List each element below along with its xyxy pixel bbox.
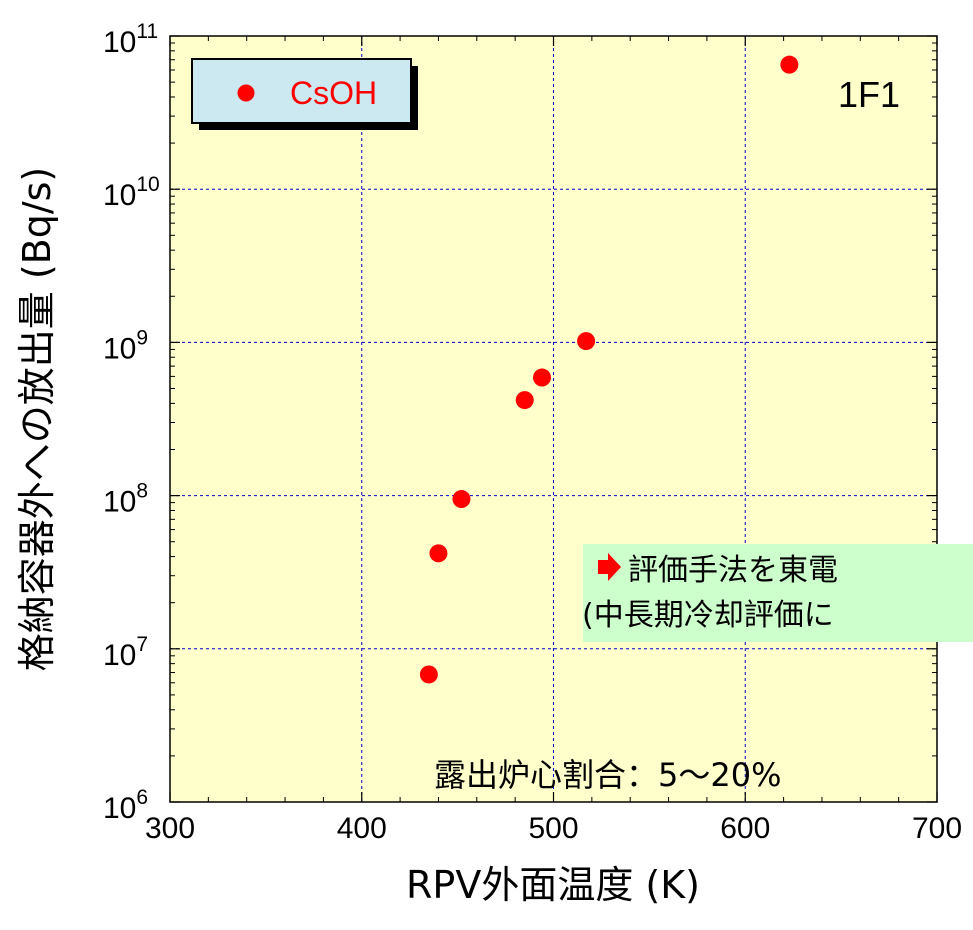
tick-mark-layer xyxy=(169,35,938,803)
note-text-line1: 評価手法を東電 xyxy=(628,553,838,588)
data-point xyxy=(452,490,471,509)
data-point xyxy=(780,55,799,74)
data-points xyxy=(419,55,799,684)
y-tick-label: 1011 xyxy=(103,20,158,59)
unit-label: 1F1 xyxy=(838,74,900,115)
x-tick-label: 600 xyxy=(720,812,770,845)
data-point xyxy=(515,391,534,410)
plot-frame xyxy=(169,35,938,803)
legend-marker xyxy=(237,84,255,102)
note-text-line2: (中長期冷却評価に xyxy=(582,598,834,633)
y-tick-label: 109 xyxy=(103,326,148,365)
x-tick-label: 400 xyxy=(337,812,387,845)
legend: CsOH xyxy=(191,58,418,130)
data-point xyxy=(577,332,596,351)
y-tick-label: 1010 xyxy=(103,173,160,212)
y-tick-label: 108 xyxy=(103,480,148,519)
x-tick-label: 500 xyxy=(528,812,578,845)
data-point xyxy=(532,368,551,387)
data-point xyxy=(419,665,438,684)
x-tick-label: 300 xyxy=(145,812,195,845)
core-exposure-label: 露出炉心割合：5～20% xyxy=(434,756,782,794)
legend-entry-csoh: CsOH xyxy=(290,75,377,111)
x-tick-label: 700 xyxy=(912,812,962,845)
legend-box xyxy=(191,58,412,124)
y-tick-label: 107 xyxy=(103,633,148,672)
data-point xyxy=(429,544,448,563)
x-axis-title: RPV外面温度 (K) xyxy=(406,863,700,907)
grid-layer xyxy=(170,36,937,802)
y-tick-label: 106 xyxy=(103,786,148,825)
y-axis-title: 格納容器外への放出量 (Bq/s) xyxy=(15,167,59,672)
note-box xyxy=(583,544,973,642)
x-tick-labels: 300 400 500 600 700 xyxy=(145,812,962,845)
arrow-right-icon xyxy=(598,553,621,581)
y-tick-labels: 106 107 108 109 1010 1011 xyxy=(103,20,160,825)
note-callout: 評価手法を東電 (中長期冷却評価に xyxy=(582,544,973,642)
